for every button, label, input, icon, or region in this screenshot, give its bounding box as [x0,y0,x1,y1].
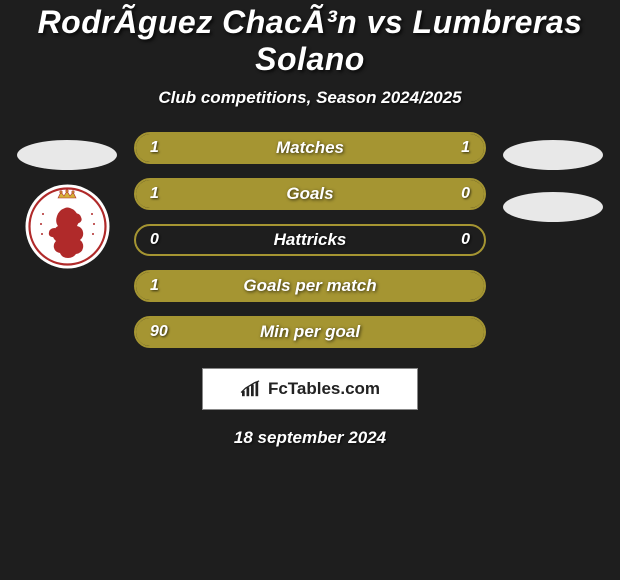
right-side-column [498,132,608,348]
chart-icon [240,380,262,398]
stat-label: Matches [276,138,344,158]
stat-label: Hattricks [274,230,347,250]
stat-value-right: 0 [461,231,470,249]
stat-row-goals: 1 Goals 0 [134,178,486,210]
stat-label: Goals [286,184,333,204]
stat-row-min-per-goal: 90 Min per goal [134,316,486,348]
stat-value-left: 0 [150,231,159,249]
subtitle: Club competitions, Season 2024/2025 [0,88,620,108]
right-placeholder-2 [503,192,603,222]
watermark: FcTables.com [202,368,418,410]
page-title: RodrÃ­guez ChacÃ³n vs Lumbreras Solano [0,4,620,78]
stat-value-right: 1 [461,139,470,157]
stat-row-matches: 1 Matches 1 [134,132,486,164]
right-placeholder-1 [503,140,603,170]
stat-row-goals-per-match: 1 Goals per match [134,270,486,302]
stat-value-left: 1 [150,277,159,295]
main-area: 1 Matches 1 1 Goals 0 0 Hattricks 0 [0,132,620,348]
stat-label: Goals per match [243,276,376,296]
left-club-logo [25,184,110,269]
left-side-column [12,132,122,348]
stat-value-left: 1 [150,139,159,157]
stat-bar-left [136,180,397,208]
stat-row-hattricks: 0 Hattricks 0 [134,224,486,256]
stats-column: 1 Matches 1 1 Goals 0 0 Hattricks 0 [134,132,486,348]
stat-value-right: 0 [461,185,470,203]
watermark-text: FcTables.com [268,379,380,399]
stat-label: Min per goal [260,322,360,342]
date: 18 september 2024 [0,428,620,448]
stat-value-left: 90 [150,323,168,341]
stat-bar-right [397,180,484,208]
left-placeholder-1 [17,140,117,170]
stat-value-left: 1 [150,185,159,203]
